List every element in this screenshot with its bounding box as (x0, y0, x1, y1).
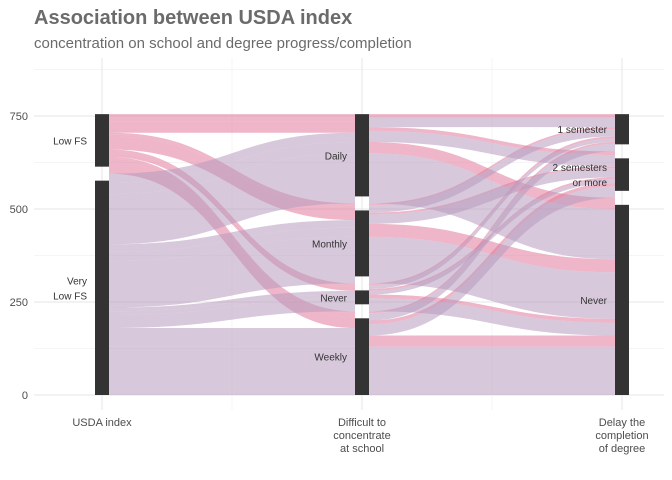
flow-daily-to-never (369, 153, 615, 260)
stratum-label: Weekly (314, 353, 347, 364)
flow-very-low-fs-to-weekly (109, 335, 355, 347)
y-tick-label: 750 (10, 111, 28, 123)
flow-daily-to-2-semesters-or-more (369, 127, 615, 156)
stratum-label: 1 semester (558, 125, 608, 136)
flow-never-to-never (369, 298, 615, 336)
stratum-label: Daily (325, 151, 347, 162)
flow-daily-to-1-semester (369, 117, 615, 128)
stratum-bar-weekly (355, 318, 369, 395)
strata (95, 114, 629, 395)
flow-monthly-to-1-semester (369, 129, 615, 213)
stratum-bar-daily (355, 114, 369, 197)
flow-weekly-to-1-semester (369, 143, 615, 321)
stratum-label: Never (580, 296, 607, 307)
flow-never-to-2-semesters-or-more (369, 179, 615, 295)
x-axis-label: at school (340, 443, 384, 455)
x-axis-label: Delay the (599, 417, 645, 429)
flow-monthly-to-1-semester (369, 127, 615, 206)
x-axis-label: of degree (599, 443, 645, 455)
flow-low-fs-to-daily (109, 114, 355, 118)
stratum-bar-1-semester (615, 114, 629, 145)
stratum-bar-very-low-fs (95, 180, 109, 395)
flow-very-low-fs-to-never (109, 290, 355, 312)
flow-weekly-to-2-semesters-or-more (369, 186, 615, 336)
stratum-label: Monthly (312, 239, 347, 250)
flow-very-low-fs-to-daily (109, 142, 355, 195)
flows (109, 114, 615, 395)
y-tick-label: 250 (10, 297, 28, 309)
stratum-label: Never (320, 293, 347, 304)
stratum-bar-low-fs (95, 114, 109, 167)
stratum-bar-monthly (355, 210, 369, 277)
stratum-label: Low FS (53, 136, 87, 147)
flow-weekly-to-never (369, 346, 615, 395)
stratum-label: or more (573, 178, 608, 189)
x-axis-label: concentrate (333, 430, 390, 442)
flow-monthly-to-never (369, 223, 615, 273)
stratum-bar-2-semesters-or-more (615, 158, 629, 191)
flow-very-low-fs-to-daily (109, 132, 355, 183)
chart-title: Association between USDA index (34, 7, 352, 29)
flow-weekly-to-never (369, 335, 615, 347)
x-axis-label: completion (595, 430, 648, 442)
x-axis-label: USDA index (72, 417, 132, 429)
flow-daily-to-1-semester (369, 114, 615, 118)
flow-very-low-fs-to-never (109, 294, 355, 316)
stratum-bar-never (615, 204, 629, 395)
flow-monthly-to-never (369, 236, 615, 319)
chart-subtitle: concentration on school and degree progr… (34, 35, 412, 52)
stratum-labels: Low FS Very Low FS Daily Monthly Never Weekly 1… (53, 125, 608, 363)
stratum-label: 2 semesters (553, 163, 607, 174)
stratum-label: Very (67, 276, 87, 287)
flow-never-to-never (369, 294, 615, 323)
y-axis-ticks: 0 250 500 750 (10, 111, 28, 402)
y-tick-label: 500 (10, 204, 28, 216)
flow-very-low-fs-to-daily (109, 153, 355, 245)
flow-weekly-to-2-semesters-or-more (369, 182, 615, 325)
flow-very-low-fs-to-weekly (109, 346, 355, 395)
stratum-bar-never (355, 290, 369, 305)
flow-very-low-fs-to-monthly (109, 220, 355, 252)
stratum-label: Low FS (53, 291, 87, 302)
y-tick-label: 0 (22, 390, 28, 402)
flow-low-fs-to-daily (109, 117, 355, 122)
x-axis-label: Difficult to (338, 417, 386, 429)
flow-never-to-1-semester (369, 138, 615, 289)
flow-very-low-fs-to-monthly (109, 227, 355, 262)
flow-very-low-fs-to-monthly (109, 236, 355, 308)
flow-very-low-fs-to-never (109, 298, 355, 329)
flow-very-low-fs-to-weekly (109, 328, 355, 336)
flow-low-fs-to-daily (109, 121, 355, 133)
flow-monthly-to-2-semesters-or-more (369, 168, 615, 224)
